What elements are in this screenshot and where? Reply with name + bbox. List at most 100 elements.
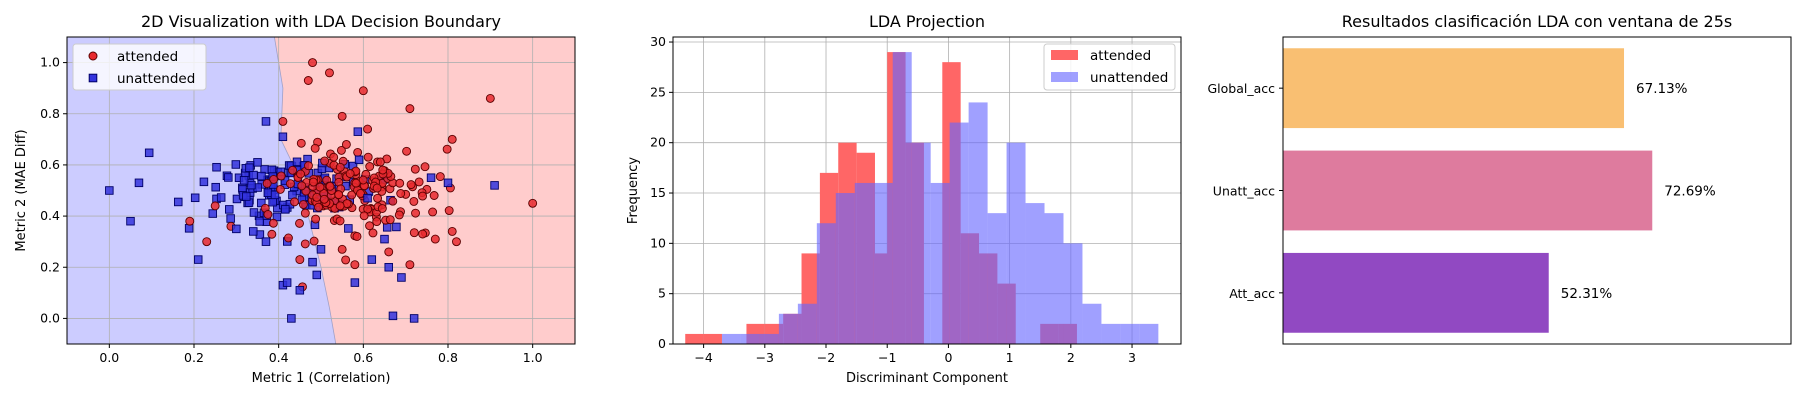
point-unattended xyxy=(397,273,406,282)
chart1-ytick-label: 0.8 xyxy=(40,106,60,121)
point-attended xyxy=(365,221,375,231)
legend-label-unattended: unattended xyxy=(117,71,195,87)
point-unattended xyxy=(367,255,377,264)
chart2-ytick-label: 10 xyxy=(650,235,666,250)
point-attended xyxy=(405,260,415,270)
point-attended xyxy=(336,145,346,155)
chart3-barh: Global_acc 67.13% Unatt_acc 72.69% Att_acc 52… xyxy=(1207,12,1792,345)
point-attended xyxy=(283,233,293,243)
point-attended xyxy=(300,239,310,249)
point-attended xyxy=(430,234,440,244)
chart1-ytick-label: 0.4 xyxy=(40,208,60,223)
point-unattended xyxy=(105,186,114,195)
point-attended xyxy=(304,161,313,171)
point-unattended xyxy=(287,314,296,323)
chart2-bars-unattended xyxy=(721,52,1159,345)
point-attended xyxy=(388,196,398,206)
chart2-xtick-label: −4 xyxy=(694,350,712,365)
point-unattended xyxy=(261,117,271,126)
point-attended xyxy=(335,201,345,211)
chart1-ytick-label: 0.2 xyxy=(40,259,60,274)
point-unattended xyxy=(261,237,271,246)
point-attended xyxy=(452,237,461,247)
point-unattended xyxy=(190,193,200,203)
point-attended xyxy=(345,169,355,179)
point-attended xyxy=(298,200,308,209)
point-unattended xyxy=(249,170,258,180)
point-attended xyxy=(444,206,454,215)
point-attended xyxy=(378,165,388,175)
point-unattended xyxy=(312,270,322,280)
point-unattended xyxy=(257,171,266,181)
point-attended xyxy=(296,138,306,148)
category-label: Unatt_acc xyxy=(1213,184,1275,199)
histogram-bar-unattended xyxy=(721,333,741,344)
point-unattended xyxy=(392,222,401,232)
chart2-xtick-label: 2 xyxy=(1067,350,1075,365)
point-unattended xyxy=(184,224,194,233)
point-attended xyxy=(335,216,345,226)
point-unattended xyxy=(255,217,264,226)
point-unattended xyxy=(231,160,241,169)
chart1-xtick-label: 0.6 xyxy=(353,350,373,365)
point-unattended xyxy=(134,178,144,188)
histogram-bar-unattended xyxy=(816,223,836,344)
chart1-scatter: 0.0 0.0 0.2 0.2 0.4 0.4 0.6 0.6 0.8 0.8 1.0 1.0 2D V… xyxy=(14,12,576,386)
chart2-xlabel: Discriminant Component xyxy=(846,371,1008,386)
point-unattended xyxy=(174,197,183,207)
legend-label-unattended: unattended xyxy=(1090,70,1168,86)
legend-marker-attended xyxy=(88,51,98,61)
histogram-bar-unattended xyxy=(1006,142,1026,344)
point-attended xyxy=(325,181,335,191)
point-attended xyxy=(263,209,273,219)
point-unattended xyxy=(253,158,262,167)
point-attended xyxy=(402,146,412,156)
histogram-bar-unattended xyxy=(1063,243,1083,344)
point-attended xyxy=(334,190,344,200)
legend-marker-unattended xyxy=(88,73,98,83)
point-attended xyxy=(295,255,305,265)
histogram-bar-unattended xyxy=(759,333,779,344)
point-attended xyxy=(347,190,357,200)
point-attended xyxy=(442,144,452,154)
point-unattended xyxy=(363,193,372,203)
point-attended xyxy=(210,201,220,211)
histogram-bar-unattended xyxy=(1120,323,1140,344)
bar-Global_acc xyxy=(1283,48,1625,129)
point-attended xyxy=(372,183,382,193)
histogram-bar-unattended xyxy=(930,182,950,344)
point-attended xyxy=(410,164,420,174)
point-attended xyxy=(418,191,427,201)
chart1-legend-box xyxy=(72,43,207,91)
point-unattended xyxy=(282,278,292,287)
point-attended xyxy=(377,204,387,213)
point-attended xyxy=(409,196,419,206)
point-attended xyxy=(384,247,394,257)
chart2-ytick-label: 30 xyxy=(650,34,666,49)
data-label: 67.13% xyxy=(1636,81,1688,97)
point-attended xyxy=(414,177,424,187)
point-attended xyxy=(337,244,347,254)
point-attended xyxy=(276,171,286,181)
chart2-xtick-label: −3 xyxy=(756,350,774,365)
point-attended xyxy=(268,218,278,228)
point-attended xyxy=(373,193,383,203)
chart1-xlabel: Metric 1 (Correlation) xyxy=(252,371,391,386)
histogram-bar-unattended xyxy=(892,52,912,345)
histogram-bar-attended xyxy=(685,333,704,344)
point-attended xyxy=(353,147,363,157)
point-unattended xyxy=(245,163,254,172)
histogram-bar-unattended xyxy=(835,193,855,344)
point-attended xyxy=(320,156,330,166)
point-attended xyxy=(308,58,317,68)
chart1-legend: attended unattended xyxy=(72,43,207,91)
data-label: 72.69% xyxy=(1664,184,1716,200)
chart1-xtick-label: 1.0 xyxy=(523,350,543,365)
point-attended xyxy=(310,143,320,153)
chart1-points xyxy=(105,58,538,323)
point-attended xyxy=(269,174,279,184)
point-unattended xyxy=(384,263,393,272)
point-attended xyxy=(372,217,382,227)
